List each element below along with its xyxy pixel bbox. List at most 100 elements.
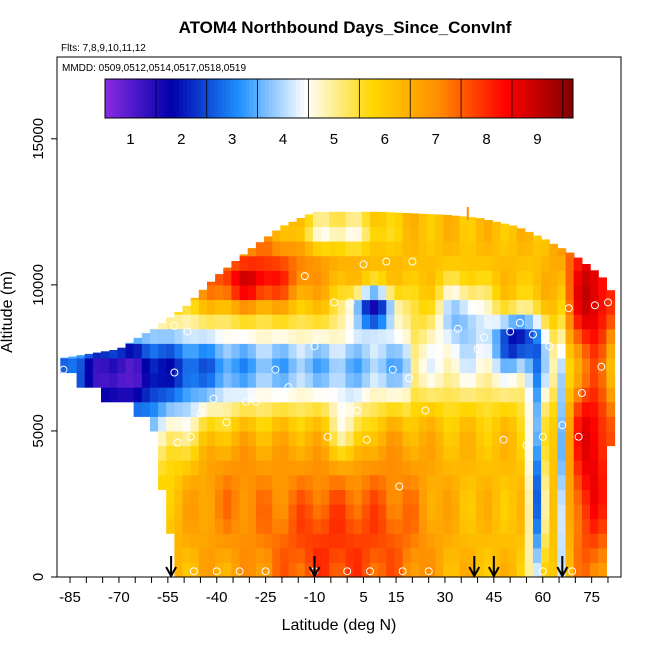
colorbar-swatch — [167, 79, 172, 118]
heatmap-cell — [410, 562, 420, 578]
heatmap-cell — [459, 547, 469, 563]
heatmap-cell — [557, 284, 567, 301]
colorbar-swatch — [389, 79, 395, 118]
heatmap-cell — [280, 474, 290, 490]
heatmap-cell — [435, 460, 444, 476]
heatmap-cell — [573, 284, 583, 301]
heatmap-cell — [508, 489, 518, 505]
heatmap-cell — [557, 248, 567, 257]
heatmap-cell — [435, 314, 444, 330]
heatmap-cell — [84, 357, 94, 374]
heatmap-cell — [492, 314, 501, 330]
heatmap-cell — [418, 328, 428, 344]
heatmap-cell — [264, 314, 273, 330]
heatmap-cell — [565, 533, 575, 549]
heatmap-cell — [288, 474, 298, 490]
heatmap-cell — [394, 460, 404, 476]
heatmap-cell — [198, 562, 208, 578]
heatmap-cell — [541, 504, 550, 520]
heatmap-cell — [606, 343, 616, 359]
heatmap-cell — [427, 241, 436, 257]
heatmap-cell — [207, 547, 216, 563]
heatmap-cell — [533, 504, 542, 520]
heatmap-cell — [516, 547, 526, 563]
heatmap-cell — [451, 328, 461, 344]
heatmap-cell — [451, 241, 461, 257]
heatmap-cell — [182, 401, 192, 417]
heatmap-cell — [345, 387, 355, 403]
heatmap-cell — [541, 460, 550, 476]
heatmap-cell — [435, 299, 444, 315]
heatmap-cell — [467, 255, 477, 271]
heatmap-cell — [345, 562, 355, 578]
heatmap-cell — [361, 518, 371, 534]
heatmap-cell — [321, 445, 330, 461]
colorbar-tick-label: 3 — [228, 131, 236, 148]
heatmap-cell — [312, 211, 322, 227]
heatmap-cell — [443, 518, 453, 534]
heatmap-cell — [353, 504, 363, 520]
heatmap-cell — [353, 533, 363, 549]
heatmap-cell — [492, 474, 501, 490]
heatmap-cell — [321, 401, 330, 417]
heatmap-cell — [215, 547, 224, 563]
heatmap-cell — [549, 445, 559, 461]
heatmap-cell — [370, 562, 379, 578]
heatmap-cell — [467, 430, 477, 447]
heatmap-cell — [370, 474, 379, 490]
heatmap-cell — [264, 416, 273, 432]
heatmap-cell — [312, 547, 322, 563]
heatmap-cell — [141, 401, 151, 417]
heatmap-cell — [255, 504, 265, 520]
heatmap-cell — [264, 445, 273, 461]
heatmap-cell — [386, 357, 396, 374]
heatmap-cell — [590, 372, 599, 388]
heatmap-cell — [427, 387, 436, 403]
heatmap-cell — [345, 401, 355, 417]
heatmap-cell — [370, 489, 379, 505]
heatmap-cell — [304, 547, 314, 563]
heatmap-cell — [370, 547, 379, 563]
heatmap-cell — [223, 460, 233, 476]
colorbar-swatch — [237, 79, 242, 118]
heatmap-cell — [565, 343, 575, 359]
heatmap-cell — [174, 474, 184, 490]
colorbar-swatch — [163, 79, 168, 118]
heatmap-cell — [370, 314, 379, 330]
heatmap-cell — [288, 343, 298, 359]
heatmap-cell — [500, 460, 510, 476]
heatmap-cell — [370, 460, 379, 476]
heatmap-cell — [182, 328, 192, 344]
heatmap-cell — [394, 284, 404, 301]
heatmap-cell — [361, 460, 371, 476]
heatmap-cell — [190, 357, 200, 374]
heatmap-cell — [435, 416, 444, 432]
heatmap-cell — [427, 504, 436, 520]
heatmap-cell — [500, 387, 510, 403]
heatmap-cell — [329, 372, 338, 388]
heatmap-cell — [459, 460, 469, 476]
heatmap-cell — [418, 504, 428, 520]
colorbar-tick-label: 7 — [432, 131, 440, 148]
heatmap-cell — [158, 372, 167, 388]
heatmap-cell — [272, 416, 281, 432]
heatmap-cell — [329, 416, 338, 432]
heatmap-cell — [149, 401, 159, 417]
heatmap-cell — [516, 489, 526, 505]
heatmap-cell — [549, 270, 559, 286]
heatmap-cell — [500, 328, 510, 344]
heatmap-cell — [353, 357, 363, 374]
heatmap-cell — [565, 416, 575, 432]
heatmap-cell — [590, 562, 599, 578]
heatmap-cell — [337, 387, 347, 403]
heatmap-cell — [484, 328, 493, 344]
heatmap-cell — [492, 416, 501, 432]
heatmap-cell — [516, 474, 526, 490]
heatmap-cell — [443, 445, 453, 461]
heatmap-cell — [272, 255, 281, 271]
heatmap-cell — [304, 284, 314, 301]
flights-subtitle: Flts: 7,8,9,10,11,12 — [61, 43, 146, 54]
heatmap-cell — [435, 226, 444, 242]
colorbar-swatch — [140, 79, 145, 118]
heatmap-cell — [533, 241, 542, 257]
